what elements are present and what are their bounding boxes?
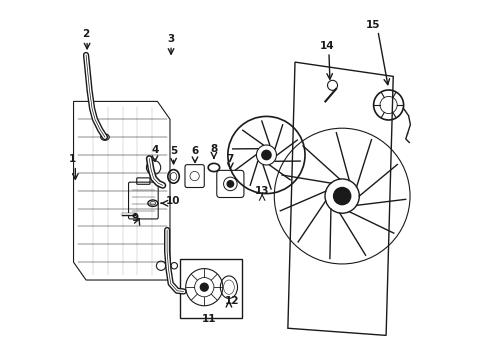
Text: 10: 10	[166, 197, 180, 206]
Text: 12: 12	[225, 296, 240, 306]
Circle shape	[262, 150, 271, 159]
Text: 7: 7	[227, 154, 234, 164]
Bar	[180, 258, 243, 318]
Text: 15: 15	[366, 20, 380, 30]
Text: 4: 4	[151, 145, 159, 155]
Circle shape	[227, 181, 234, 187]
Text: 2: 2	[82, 29, 90, 39]
Text: 8: 8	[210, 144, 218, 154]
Text: 9: 9	[131, 213, 139, 223]
Text: 11: 11	[202, 314, 217, 324]
Text: 13: 13	[255, 186, 270, 196]
Circle shape	[334, 188, 351, 204]
Circle shape	[200, 283, 208, 291]
Text: 1: 1	[69, 154, 76, 164]
Text: 3: 3	[168, 34, 174, 44]
Text: 6: 6	[192, 147, 198, 157]
Text: 5: 5	[170, 147, 177, 157]
Text: 14: 14	[320, 41, 335, 51]
